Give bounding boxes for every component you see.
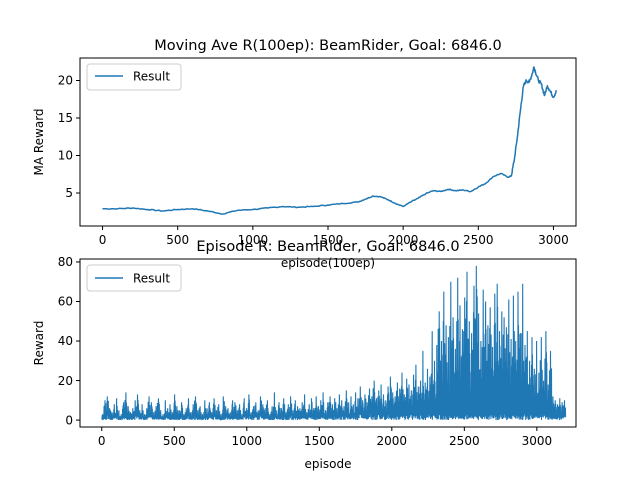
ma-reward-chart: 0 500 1000 1500 2000 2500 3000 5 10 15 20 Moving … xyxy=(32,38,577,270)
episode-reward-axes-frame xyxy=(79,258,577,428)
episode-reward-x-tick-label: 2000 xyxy=(377,434,408,448)
ma-reward-x-tick-label: 1000 xyxy=(238,233,269,247)
episode-reward-series xyxy=(101,265,567,421)
episode-reward-y-tick-label: 80 xyxy=(58,255,73,269)
ma-reward-x-tick-label: 1500 xyxy=(313,233,344,247)
episode-reward-x-tick-label: 1500 xyxy=(304,434,335,448)
ma-reward-y-ticks: 5 10 15 20 xyxy=(58,74,80,200)
ma-reward-series xyxy=(102,66,557,215)
ma-reward-legend-label: Result xyxy=(133,70,170,84)
ma-reward-chart-title: Moving Ave R(100ep): BeamRider, Goal: 68… xyxy=(154,38,501,54)
ma-reward-y-tick-label: 5 xyxy=(65,186,73,200)
episode-reward-x-axis-label: episode xyxy=(305,457,352,471)
episode-reward-y-ticks: 0 20 40 60 80 xyxy=(58,255,80,427)
episode-reward-legend-label: Result xyxy=(133,272,170,286)
episode-reward-x-tick-label: 3000 xyxy=(522,434,553,448)
ma-reward-y-tick-label: 15 xyxy=(58,111,73,125)
episode-reward-legend: Result xyxy=(86,264,182,292)
episode-reward-chart: 0 500 1000 1500 2000 2500 3000 0 20 40 60 80 Episo… xyxy=(32,239,577,471)
episode-reward-x-tick-label: 0 xyxy=(98,434,106,448)
episode-reward-line xyxy=(101,265,567,421)
ma-reward-x-tick-label: 3000 xyxy=(538,233,569,247)
episode-reward-x-ticks: 0 500 1000 1500 2000 2500 3000 xyxy=(98,427,552,448)
episode-reward-y-tick-label: 0 xyxy=(65,413,73,427)
episode-reward-y-axis-label: Reward xyxy=(32,321,46,366)
ma-reward-x-tick-label: 500 xyxy=(166,233,189,247)
ma-reward-y-tick-label: 20 xyxy=(58,74,73,88)
episode-reward-y-tick-label: 20 xyxy=(58,374,73,388)
ma-reward-x-axis-label: episode(100ep) xyxy=(281,256,375,270)
ma-reward-x-ticks: 0 500 1000 1500 2000 2500 3000 xyxy=(99,226,569,247)
episode-reward-legend-box xyxy=(86,264,182,292)
ma-reward-x-tick-label: 2500 xyxy=(463,233,494,247)
episode-reward-chart-title: Episode R: BeamRider, Goal: 6846.0 xyxy=(196,239,459,255)
episode-reward-x-tick-label: 500 xyxy=(163,434,186,448)
ma-reward-y-axis-label: MA Reward xyxy=(32,108,46,175)
episode-reward-x-tick-label: 2500 xyxy=(449,434,480,448)
ma-reward-y-tick-label: 10 xyxy=(58,149,73,163)
episode-reward-x-tick-label: 1000 xyxy=(232,434,263,448)
episode-reward-y-tick-label: 60 xyxy=(58,295,73,309)
ma-reward-x-tick-label: 2000 xyxy=(388,233,419,247)
ma-reward-legend: Result xyxy=(86,63,182,91)
episode-reward-y-tick-label: 40 xyxy=(58,334,73,348)
ma-reward-x-tick-label: 0 xyxy=(99,233,107,247)
ma-reward-legend-box xyxy=(86,63,182,91)
ma-reward-line xyxy=(102,66,557,215)
